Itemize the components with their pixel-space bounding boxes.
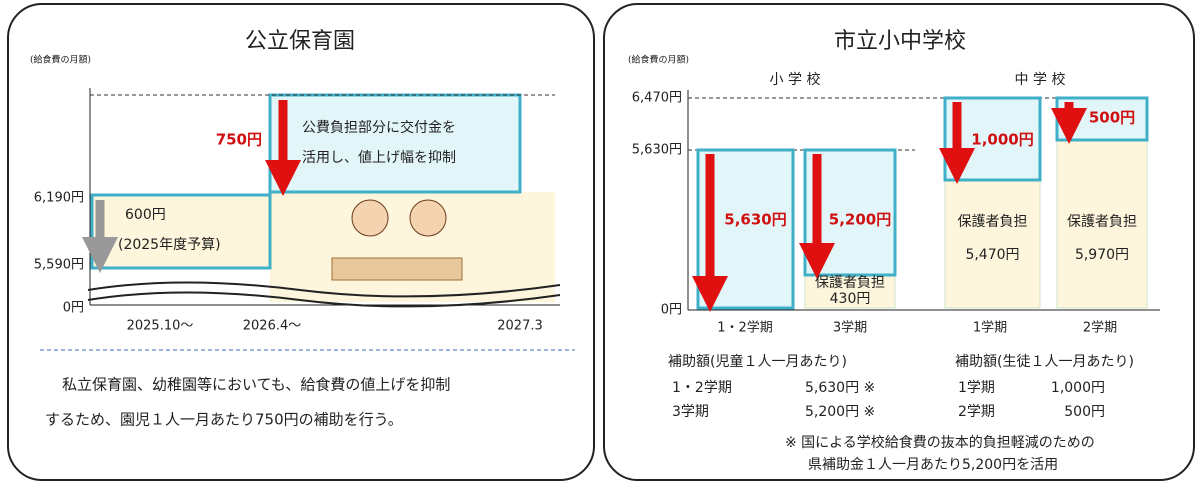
cell: 1・2学期 bbox=[672, 380, 732, 396]
sub-text: 保護者負担 bbox=[815, 275, 885, 291]
amount: 5,200円 bbox=[829, 211, 891, 229]
y-label: 6,190円 bbox=[34, 191, 84, 206]
title: 市立小中学校 bbox=[834, 29, 966, 54]
axis-caption: (給食費の月額) bbox=[30, 54, 91, 66]
amount: 5,630円 bbox=[724, 211, 786, 229]
sub-text: 430円 bbox=[830, 291, 871, 307]
x-label: 3学期 bbox=[833, 320, 867, 336]
footnote: ※ 国による学校給食費の抜本的負担軽減のための bbox=[785, 434, 1095, 451]
note: するため、園児１人一月あたり750円の補助を行う。 bbox=[45, 411, 403, 429]
cell: 5,630円 ※ bbox=[805, 380, 875, 396]
box bbox=[268, 93, 522, 194]
cell: 500円 bbox=[1064, 404, 1105, 420]
box-text: 活用し、値上げ幅を抑制 bbox=[302, 150, 456, 166]
box-text: 公費負担部分に交付金を bbox=[302, 119, 456, 136]
cell: 2学期 bbox=[958, 404, 995, 420]
y-label: 0円 bbox=[661, 303, 682, 318]
y-label: 0円 bbox=[63, 301, 84, 316]
group-label: 小 学 校 bbox=[770, 71, 821, 88]
box-text: 600円 bbox=[125, 207, 166, 223]
sub-text: 保護者負担 bbox=[1067, 214, 1137, 230]
footnote: 県補助金１人一月あたり5,200円を活用 bbox=[808, 457, 1058, 473]
y-label: 5,630円 bbox=[632, 143, 682, 158]
amount: 1,000円 bbox=[971, 131, 1033, 149]
x-label: 2027.3 bbox=[497, 319, 543, 334]
x-label: 1・2学期 bbox=[717, 320, 773, 336]
box-text: (2025年度予算) bbox=[118, 237, 221, 253]
x-label: 2学期 bbox=[1083, 320, 1117, 336]
x-label: 1学期 bbox=[973, 320, 1007, 336]
right-panel bbox=[603, 3, 1195, 481]
box bbox=[90, 193, 272, 270]
title: 公立保育園 bbox=[245, 29, 355, 54]
heading: 補助額(児童１人一月あたり) bbox=[668, 353, 847, 370]
child bbox=[351, 199, 389, 237]
sub-text: 保護者負担 bbox=[958, 214, 1028, 230]
desk bbox=[331, 257, 463, 281]
axis-caption: (給食費の月額) bbox=[628, 54, 689, 66]
wave bbox=[87, 281, 561, 308]
x-label: 2025.10～ bbox=[127, 319, 194, 334]
y-label: 6,470円 bbox=[632, 91, 682, 106]
note: 私立保育園、幼稚園等においても、給食費の値上げを抑制 bbox=[62, 376, 450, 394]
cell: 3学期 bbox=[672, 404, 709, 420]
group-label: 中 学 校 bbox=[1015, 71, 1066, 88]
child bbox=[409, 199, 447, 237]
y-label: 5,590円 bbox=[34, 258, 84, 273]
cell: 5,200円 ※ bbox=[805, 404, 875, 420]
x-label: 2026.4～ bbox=[243, 319, 302, 334]
cell: 1学期 bbox=[958, 380, 995, 396]
cell: 1,000円 bbox=[1051, 380, 1105, 396]
sub-text: 5,970円 bbox=[1075, 247, 1129, 263]
heading: 補助額(生徒１人一月あたり) bbox=[955, 354, 1134, 370]
amount: 500円 bbox=[1089, 109, 1135, 127]
amount: 750円 bbox=[216, 131, 262, 149]
sub-text: 5,470円 bbox=[965, 247, 1019, 263]
